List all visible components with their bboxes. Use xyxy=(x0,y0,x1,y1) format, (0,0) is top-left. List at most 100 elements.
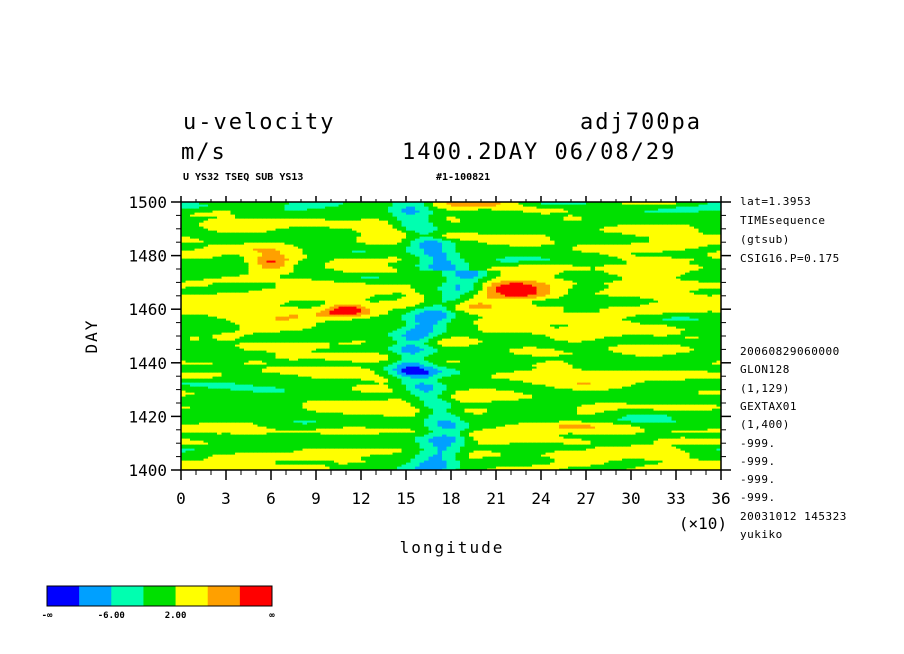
heatmap-cell xyxy=(496,456,502,459)
heatmap-cell xyxy=(388,464,394,467)
heatmap-cell xyxy=(460,462,466,465)
heatmap-cell xyxy=(248,458,254,461)
heatmap-cell xyxy=(586,468,592,470)
heatmap-cell xyxy=(662,440,668,443)
heatmap-cell xyxy=(491,430,497,433)
side-info-line: (1,400) xyxy=(740,418,790,432)
heatmap-cell xyxy=(703,432,709,435)
heatmap-cell xyxy=(185,434,191,437)
heatmap-cell xyxy=(293,456,299,459)
heatmap-cell xyxy=(514,424,520,427)
heatmap-cell xyxy=(496,462,502,465)
heatmap-cell xyxy=(262,422,268,425)
heatmap-cell xyxy=(680,426,686,429)
heatmap-cell xyxy=(554,448,560,451)
heatmap-cell xyxy=(622,462,628,465)
heatmap-cell xyxy=(500,442,506,445)
heatmap-cell xyxy=(311,450,317,453)
heatmap-cell xyxy=(572,466,578,469)
heatmap-cell xyxy=(280,456,286,459)
heatmap-cell xyxy=(370,438,376,441)
heatmap-cell xyxy=(365,454,371,457)
heatmap-cell xyxy=(631,450,637,453)
heatmap-cell xyxy=(590,448,596,451)
heatmap-cell xyxy=(640,464,646,467)
heatmap-cell xyxy=(275,434,281,437)
heatmap-cell xyxy=(703,434,709,437)
heatmap-cell xyxy=(676,440,682,443)
heatmap-cell xyxy=(653,428,659,431)
heatmap-cell xyxy=(437,454,443,457)
heatmap-cell xyxy=(662,434,668,437)
heatmap-cell xyxy=(608,426,614,429)
heatmap-cell xyxy=(653,436,659,439)
heatmap-cell xyxy=(329,424,335,427)
heatmap-cell xyxy=(316,456,322,459)
heatmap-cell xyxy=(185,438,191,441)
heatmap-cell xyxy=(464,466,470,469)
heatmap-cell xyxy=(257,452,263,455)
heatmap-cell xyxy=(671,430,677,433)
heatmap-cell xyxy=(590,450,596,453)
heatmap-cell xyxy=(712,442,718,445)
heatmap-cell xyxy=(685,450,691,453)
heatmap-cell xyxy=(464,464,470,467)
heatmap-cell xyxy=(370,424,376,427)
heatmap-cell xyxy=(185,452,191,455)
heatmap-cell xyxy=(383,462,389,465)
heatmap-cell xyxy=(401,422,407,425)
heatmap-cell xyxy=(689,428,695,431)
heatmap-cell xyxy=(667,432,673,435)
heatmap-cell xyxy=(536,456,542,459)
heatmap-cell xyxy=(532,432,538,435)
heatmap-cell xyxy=(464,450,470,453)
heatmap-cell xyxy=(617,440,623,443)
heatmap-cell xyxy=(334,426,340,429)
heatmap-cell xyxy=(689,444,695,447)
heatmap-cell xyxy=(523,424,529,427)
heatmap-cell xyxy=(698,466,704,469)
heatmap-cell xyxy=(460,460,466,463)
heatmap-cell xyxy=(590,462,596,465)
heatmap-cell xyxy=(374,440,380,443)
heatmap-cell xyxy=(622,466,628,469)
side-info-line: (1,129) xyxy=(740,381,790,395)
heatmap-cell xyxy=(221,432,227,435)
heatmap-cell xyxy=(644,438,650,441)
heatmap-cell xyxy=(622,440,628,443)
heatmap-cell xyxy=(262,438,268,441)
heatmap-cell xyxy=(509,424,515,427)
heatmap-cell xyxy=(640,462,646,465)
heatmap-cell xyxy=(280,460,286,463)
heatmap-cell xyxy=(397,456,403,459)
heatmap-cell xyxy=(446,450,452,453)
heatmap-cell xyxy=(550,426,556,429)
heatmap-cell xyxy=(446,452,452,455)
heatmap-cell xyxy=(676,454,682,457)
heatmap-cell xyxy=(572,456,578,459)
heatmap-cell xyxy=(559,464,565,467)
heatmap-cell xyxy=(599,454,605,457)
heatmap-cell xyxy=(712,438,718,441)
heatmap-cell xyxy=(401,462,407,465)
heatmap-cell xyxy=(275,436,281,439)
heatmap-cell xyxy=(248,430,254,433)
heatmap-cell xyxy=(311,444,317,447)
heatmap-cell xyxy=(572,442,578,445)
heatmap-cell xyxy=(595,434,601,437)
heatmap-cell xyxy=(397,442,403,445)
heatmap-cell xyxy=(235,446,241,449)
heatmap-cell xyxy=(635,448,641,451)
heatmap-cell xyxy=(307,466,313,469)
heatmap-cell xyxy=(266,468,272,470)
heatmap-cell xyxy=(271,438,277,441)
heatmap-cell xyxy=(541,454,547,457)
heatmap-cell xyxy=(505,440,511,443)
heatmap-cell xyxy=(559,434,565,437)
heatmap-cell xyxy=(392,442,398,445)
heatmap-cell xyxy=(473,454,479,457)
heatmap-cell xyxy=(536,434,542,437)
heatmap-cell xyxy=(509,456,515,459)
heatmap-cell xyxy=(509,426,515,429)
heatmap-cell xyxy=(374,442,380,445)
